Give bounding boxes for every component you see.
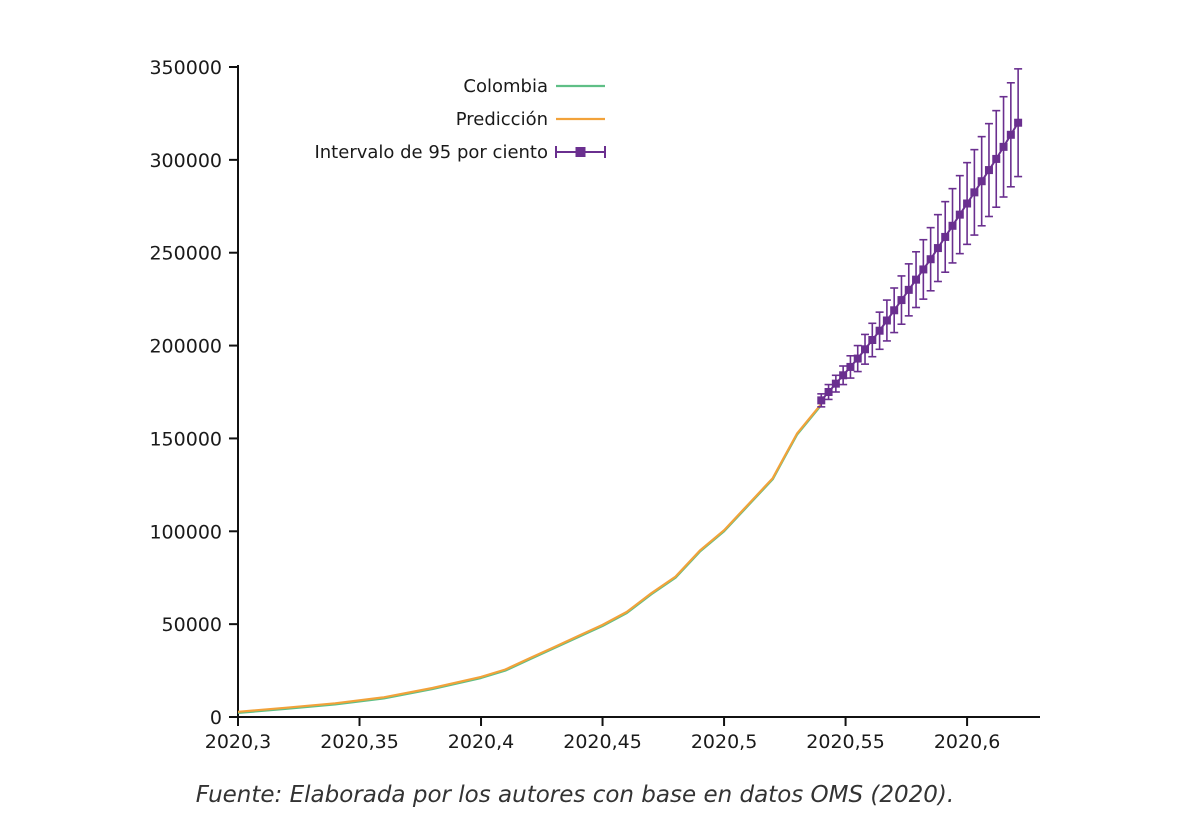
interval-point [861, 345, 870, 354]
x-tick-label: 2020,45 [563, 731, 642, 753]
interval-point [897, 296, 906, 305]
legend: Colombia Predicción Intervalo de 95 por ci… [314, 76, 606, 163]
y-tick-label: 250000 [149, 243, 222, 265]
series-layer [237, 68, 1023, 714]
interval-point [1014, 118, 1023, 127]
legend-label: Intervalo de 95 por ciento [314, 142, 548, 163]
interval-point [977, 177, 986, 186]
interval-point [890, 306, 899, 315]
y-tick-label: 350000 [149, 57, 222, 79]
series-line-prediccion [237, 403, 823, 713]
y-tick-label: 300000 [149, 150, 222, 172]
legend-label: Predicción [456, 109, 548, 130]
x-tick-label: 2020,6 [934, 731, 1000, 753]
series-line-colombia [237, 404, 823, 714]
interval-line [820, 122, 1019, 402]
y-tick-label: 50000 [162, 614, 222, 636]
axes: 0 50000 100000 150000 200000 250000 300000 3500… [149, 57, 1040, 753]
caption: Fuente: Elaborada por los autores con ba… [195, 782, 955, 808]
interval-point [948, 221, 957, 230]
x-tick-label: 2020,3 [205, 731, 271, 753]
x-tick-label: 2020,4 [448, 731, 514, 753]
x-tick-label: 2020,35 [320, 731, 399, 753]
y-tick-label: 200000 [149, 336, 222, 358]
interval-point [839, 371, 848, 380]
interval-point [941, 232, 950, 241]
interval-point [868, 336, 877, 344]
interval-point [926, 255, 935, 264]
legend-label: Colombia [463, 76, 548, 97]
y-tick-label: 150000 [149, 428, 222, 450]
interval-point [992, 154, 1001, 163]
legend-swatch-marker [575, 147, 586, 157]
interval-point [984, 166, 993, 175]
interval-point [846, 362, 855, 371]
interval-point [955, 210, 964, 219]
interval-point [919, 265, 928, 274]
interval-point [933, 244, 942, 253]
x-tick-label: 2020,5 [691, 731, 757, 753]
interval-point [824, 388, 833, 396]
interval-point [817, 396, 826, 405]
interval-point [853, 354, 862, 363]
interval-point [831, 379, 840, 388]
interval-point [875, 326, 884, 335]
chart: 0 50000 100000 150000 200000 250000 300000 3500… [149, 57, 1040, 753]
x-tick-label: 2020,55 [806, 731, 885, 753]
interval-point [904, 285, 913, 294]
y-tick-label: 0 [210, 707, 222, 729]
interval-point [882, 316, 891, 325]
interval-point [963, 199, 972, 208]
interval-point [912, 275, 921, 284]
y-tick-label: 100000 [149, 521, 222, 543]
interval-point [1006, 130, 1015, 139]
interval-point [999, 142, 1008, 151]
interval-point [970, 188, 979, 197]
